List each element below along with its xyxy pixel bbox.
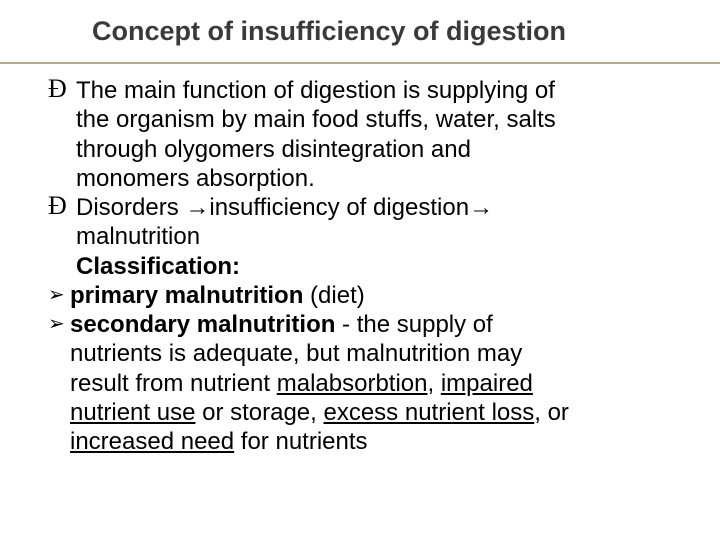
secondary-l4: nutrient use or storage, excess nutrient… — [48, 398, 676, 427]
script-bullet-icon: Đ — [48, 193, 74, 219]
sec-l3-u1: malabsorbtion — [277, 370, 428, 397]
sec-l3-u2: impaired — [441, 370, 533, 397]
slide-body: Đ The main function of digestion is supp… — [48, 76, 676, 456]
sec-l5-a: for nutrients — [234, 428, 367, 455]
script-bullet-icon: Đ — [48, 76, 74, 102]
secondary-label: secondary malnutrition — [70, 311, 335, 338]
sec-l4-u2: excess nutrient loss — [323, 399, 534, 426]
sec-l4-b: , or — [534, 399, 569, 426]
p1-line4: monomers absorption. — [48, 164, 676, 193]
p1-line3: through olygomers disintegration and — [48, 135, 676, 164]
p2-pre: Disorders — [76, 194, 185, 221]
sec-l3-b: , — [428, 370, 441, 397]
p2-line2: malnutrition — [48, 222, 676, 251]
arrow-bullet-icon: ➢ — [48, 312, 68, 336]
p2-mid: insufficiency of digestion — [209, 194, 469, 221]
secondary-l2: nutrients is adequate, but malnutrition … — [48, 339, 676, 368]
sec-l4-a: or storage, — [195, 399, 323, 426]
bullet-item-1: Đ The main function of digestion is supp… — [48, 76, 676, 105]
sec-l5-u: increased need — [70, 428, 234, 455]
primary-rest: (diet) — [303, 282, 364, 309]
p2-arrow2: → — [469, 194, 493, 221]
title-divider — [0, 62, 720, 64]
p1-line2: the organism by main food stuffs, water,… — [48, 105, 676, 134]
arrow-item-2: ➢ secondary malnutrition - the supply of — [48, 310, 676, 339]
secondary-l1: - the supply of — [335, 311, 492, 338]
primary-label: primary malnutrition — [70, 282, 303, 309]
secondary-l5: increased need for nutrients — [48, 427, 676, 456]
sec-l3-a: result from nutrient — [70, 370, 277, 397]
slide: Concept of insufficiency of digestion Đ … — [0, 0, 720, 540]
p2-arrow1: → — [185, 194, 209, 221]
slide-title: Concept of insufficiency of digestion — [92, 16, 680, 47]
classification-heading: Classification: — [48, 252, 676, 281]
secondary-l3: result from nutrient malabsorbtion, impa… — [48, 369, 676, 398]
bullet-item-2: Đ Disorders →insufficiency of digestion→ — [48, 193, 676, 222]
p1-line1: The main function of digestion is supply… — [76, 77, 555, 104]
sec-l4-u1: nutrient use — [70, 399, 195, 426]
classification-label: Classification: — [76, 253, 240, 280]
arrow-bullet-icon: ➢ — [48, 283, 68, 307]
arrow-item-1: ➢ primary malnutrition (diet) — [48, 281, 676, 310]
